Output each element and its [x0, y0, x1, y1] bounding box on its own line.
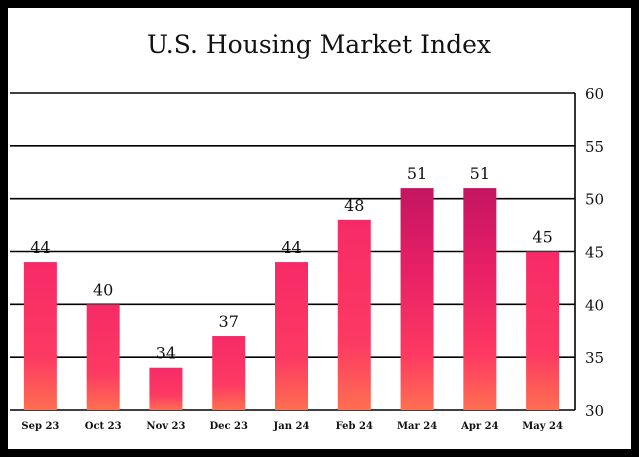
x-tick-label: May 24 — [522, 421, 563, 432]
bar — [86, 304, 120, 410]
bar — [526, 251, 560, 410]
x-tick-label: Oct 23 — [85, 421, 122, 432]
y-tick-label: 45 — [585, 244, 604, 262]
data-label: 44 — [281, 238, 301, 257]
data-label: 45 — [532, 228, 552, 247]
bar — [149, 367, 183, 410]
data-label: 51 — [470, 164, 490, 183]
bar-layer — [23, 188, 560, 410]
y-tick-label: 55 — [585, 138, 604, 156]
bar — [337, 219, 371, 410]
y-tick-label: 30 — [585, 402, 604, 420]
label-layer: 30 35 40 45 50 55 60 44 Sep 23 40 Oct 23 34 Nov 23 37… — [21, 85, 604, 432]
x-tick-label: Sep 23 — [21, 421, 59, 432]
x-tick-label: Feb 24 — [336, 421, 373, 432]
bar — [23, 262, 57, 410]
data-label: 44 — [30, 238, 50, 257]
x-tick-label: Apr 24 — [460, 421, 498, 432]
x-tick-label: Mar 24 — [397, 421, 437, 432]
data-label: 48 — [344, 196, 364, 215]
data-label: 37 — [219, 312, 239, 331]
bar — [275, 262, 308, 410]
y-tick-label: 50 — [585, 191, 604, 209]
y-tick-label: 40 — [585, 296, 604, 314]
y-tick-label: 35 — [585, 349, 604, 367]
bar — [212, 336, 246, 410]
data-label: 34 — [156, 344, 176, 363]
bar — [400, 188, 434, 410]
chart-title: U.S. Housing Market Index — [147, 30, 491, 59]
x-tick-label: Nov 23 — [146, 421, 185, 432]
data-label: 40 — [93, 280, 113, 299]
y-tick-label: 60 — [585, 85, 604, 103]
x-tick-label: Jan 24 — [273, 421, 310, 432]
x-tick-label: Dec 23 — [209, 421, 248, 432]
chart-frame: U.S. Housing Market Index 30 35 40 45 50 55 60… — [8, 8, 631, 449]
bar — [463, 188, 497, 410]
data-label: 51 — [407, 164, 427, 183]
chart-svg: U.S. Housing Market Index 30 35 40 45 50 55 60… — [10, 30, 604, 432]
